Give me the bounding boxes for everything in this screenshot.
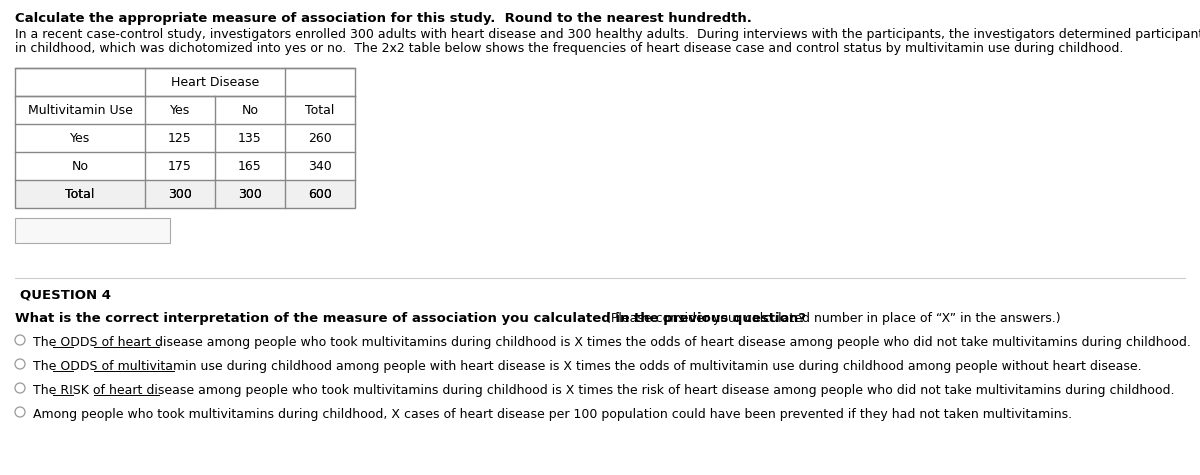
Text: Total: Total <box>305 104 335 116</box>
Text: The RISK of heart disease among people who took multivitamins during childhood i: The RISK of heart disease among people w… <box>34 384 1175 397</box>
Text: No: No <box>241 104 258 116</box>
Text: Total: Total <box>65 188 95 200</box>
Text: Yes: Yes <box>70 132 90 144</box>
Text: In a recent case-control study, investigators enrolled 300 adults with heart dis: In a recent case-control study, investig… <box>14 28 1200 41</box>
Text: 600: 600 <box>308 188 332 200</box>
Text: No: No <box>72 160 89 172</box>
Text: Multivitamin Use: Multivitamin Use <box>28 104 132 116</box>
Text: 125: 125 <box>168 132 192 144</box>
Text: Total: Total <box>65 188 95 200</box>
Bar <box>14 180 355 208</box>
Text: 165: 165 <box>238 160 262 172</box>
Text: 300: 300 <box>238 188 262 200</box>
FancyBboxPatch shape <box>14 218 170 243</box>
Text: 600: 600 <box>308 188 332 200</box>
Bar <box>14 68 355 208</box>
Text: Heart Disease: Heart Disease <box>170 76 259 88</box>
Text: 300: 300 <box>168 188 192 200</box>
Text: Yes: Yes <box>170 104 190 116</box>
Text: 260: 260 <box>308 132 332 144</box>
Text: Among people who took multivitamins during childhood, X cases of heart disease p: Among people who took multivitamins duri… <box>34 408 1072 421</box>
Text: 340: 340 <box>308 160 332 172</box>
Text: The ODDS of multivitamin use during childhood among people with heart disease is: The ODDS of multivitamin use during chil… <box>34 360 1141 373</box>
Text: The ODDS of heart disease among people who took multivitamins during childhood i: The ODDS of heart disease among people w… <box>34 336 1190 349</box>
Text: 135: 135 <box>238 132 262 144</box>
Text: 175: 175 <box>168 160 192 172</box>
Text: What is the correct interpretation of the measure of association you calculated : What is the correct interpretation of th… <box>14 312 806 325</box>
Text: 300: 300 <box>238 188 262 200</box>
Text: in childhood, which was dichotomized into yes or no.  The 2x2 table below shows : in childhood, which was dichotomized int… <box>14 42 1123 55</box>
Text: QUESTION 4: QUESTION 4 <box>20 288 112 301</box>
Text: (Please consider your calculated number in place of “X” in the answers.): (Please consider your calculated number … <box>598 312 1061 325</box>
Text: 300: 300 <box>168 188 192 200</box>
Text: Calculate the appropriate measure of association for this study.  Round to the n: Calculate the appropriate measure of ass… <box>14 12 752 25</box>
